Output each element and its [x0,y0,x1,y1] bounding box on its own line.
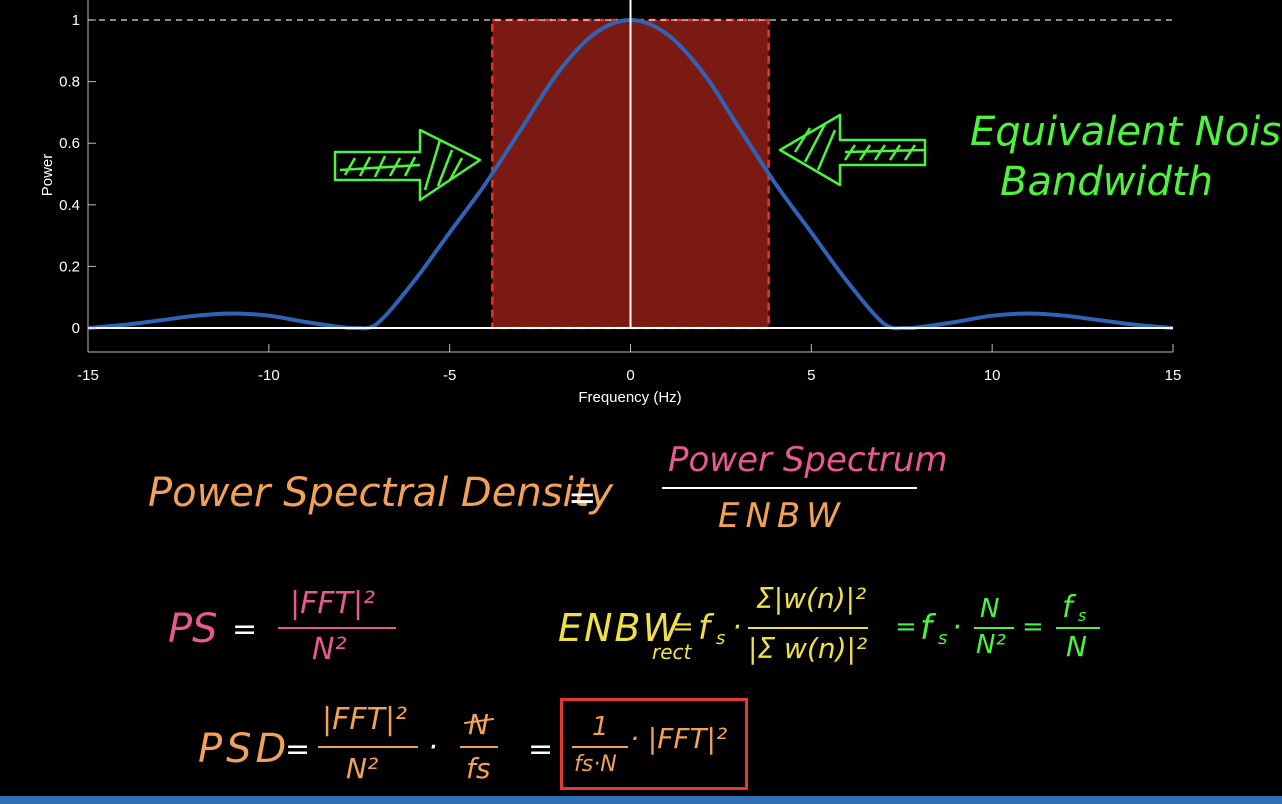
left-arrow-icon [778,113,927,187]
enbw-mid-numerator: N [980,594,1000,624]
x-tick-label: -10 [258,367,280,384]
psd-definition-numerator: Power Spectrum [668,440,948,480]
psd-denominator: N² [346,752,379,785]
psd-definition-equals: = [568,478,597,518]
enbw-res-numerator-subscript: s [1078,606,1087,625]
enbw-mid-denominator: N² [976,630,1006,660]
result-tail: · |FFT|² [630,722,728,755]
enbw-equals: = [672,612,694,642]
psd-result-equals: = [528,732,554,767]
enbw-mid-fs-subscript: s [938,628,948,649]
enbw-res-equals: = [1022,612,1044,642]
x-tick-label: 5 [807,367,815,384]
x-tick-label: 0 [626,367,634,384]
enbw-subscript: rect [652,640,692,664]
ps-denominator: N² [312,632,347,667]
y-tick-label: 0 [72,320,80,337]
ps-lhs: PS [168,606,218,652]
ticks: -15 -10 -5 0 5 10 15 0 0.2 0.4 0.6 0.8 1 [59,12,1181,384]
right-arrow-icon [333,128,482,202]
psd-numerator: |FFT|² [322,702,408,737]
enbw-fs: f [698,608,710,648]
enbw-denominator: |Σ w(n)|² [748,632,868,665]
spectrum-chart: -15 -10 -5 0 5 10 15 0 0.2 0.4 0.6 0.8 1 Frequency (… [39,0,1282,406]
y-tick-label: 0.2 [59,258,80,275]
psd-lhs: PSD [198,726,291,772]
enbw-mid-fs: f [920,608,932,648]
psd-n-fraction-bar [460,746,498,748]
ps-equals: = [232,612,258,647]
result-fraction-bar [572,746,628,748]
x-tick-label: 10 [984,367,1001,384]
enbw-res-denominator: N [1066,630,1087,663]
psd-n-numerator: N [468,708,489,741]
y-tick-label: 0.8 [59,74,80,91]
enbw-mid-fraction-bar [974,627,1014,629]
enbw-mid-dot: · [952,610,962,645]
x-tick-label: -5 [443,367,456,384]
enbw-mid-equals: = [895,612,917,642]
y-axis-label: Power [39,154,56,197]
enbw-lhs: ENBW [558,606,683,650]
result-denominator: fs·N [574,752,617,777]
y-tick-label: 0.6 [59,135,80,152]
psd-definition-fraction-bar [662,487,917,489]
enbw-dot: · [732,610,742,645]
psd-definition-lhs: Power Spectral Density [148,470,613,516]
psd-fs-denominator: fs [466,752,491,785]
annotation-line1: Equivalent Noise [970,109,1282,155]
enbw-res-fraction-bar [1056,627,1100,629]
y-tick-label: 1 [72,12,80,29]
enbw-numerator: Σ|w(n)|² [756,582,867,615]
x-tick-label: -15 [77,367,99,384]
enbw-res-numerator: f [1062,590,1073,625]
x-tick-label: 15 [1165,367,1182,384]
result-numerator: 1 [592,712,609,742]
bottom-strip [0,796,1282,804]
annotation-line2: Bandwidth [1000,159,1213,205]
psd-equals: = [285,732,311,767]
y-tick-label: 0.4 [59,197,80,214]
x-axis-label: Frequency (Hz) [578,389,681,406]
enbw-fs-subscript: s [716,628,726,649]
ps-numerator: |FFT|² [290,586,376,621]
psd-definition-denominator: ENBW [718,496,846,536]
psd-fraction-bar [318,746,418,748]
psd-dot: · [428,730,438,765]
ps-fraction-bar [278,627,396,629]
result-box [560,698,748,790]
enbw-fraction-bar [748,627,868,629]
